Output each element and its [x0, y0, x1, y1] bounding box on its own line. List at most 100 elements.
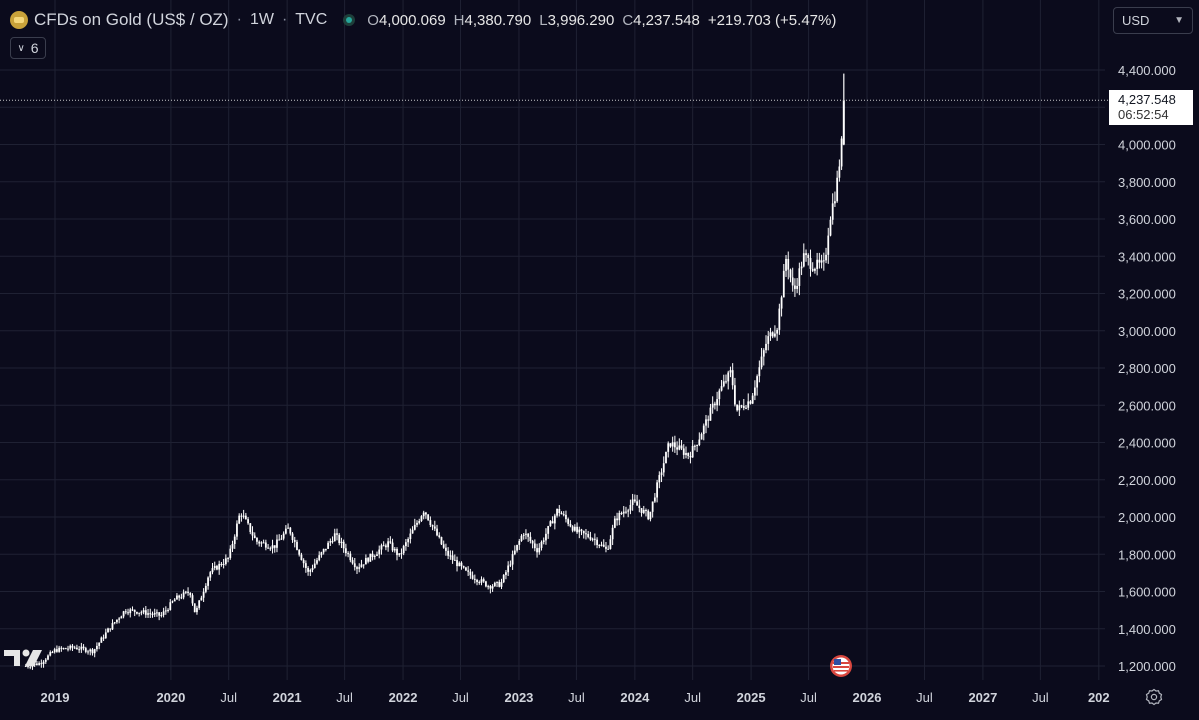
- candle-body: [122, 611, 125, 617]
- candle-body: [522, 534, 525, 536]
- candle-body: [433, 526, 436, 529]
- candle-body: [91, 649, 94, 654]
- candle-body: [653, 497, 656, 502]
- x-axis[interactable]: 2019 2020 Jul 2021 Jul 2022 Jul 2023 Jul 2024 Jul 2…: [41, 690, 1110, 705]
- candle-body: [220, 563, 223, 565]
- candle-body: [562, 514, 565, 516]
- candle-body: [196, 607, 198, 613]
- candle-body: [705, 419, 707, 426]
- candle-body: [56, 649, 58, 652]
- currency-selector[interactable]: USD ▼: [1113, 7, 1193, 34]
- candle-body: [673, 442, 676, 448]
- candle-body: [736, 404, 739, 411]
- x-tick-label: 2020: [156, 690, 185, 705]
- candle-body: [420, 516, 423, 522]
- candle-body: [76, 647, 78, 650]
- candle-body: [31, 665, 34, 667]
- candle-body: [636, 501, 638, 506]
- candle-body: [707, 419, 710, 421]
- candle-body: [173, 599, 176, 602]
- candle-body: [387, 541, 390, 548]
- candle-body: [60, 647, 63, 649]
- candle-body: [556, 508, 558, 516]
- symbol-header[interactable]: CFDs on Gold (US$ / OZ) · 1W · TVC O4,00…: [10, 8, 836, 32]
- candle-body: [216, 565, 218, 570]
- gear-icon[interactable]: [1145, 688, 1163, 706]
- candle-body: [191, 595, 194, 604]
- candle-body: [642, 509, 645, 513]
- candle-body: [740, 405, 743, 407]
- candle-body: [120, 616, 123, 619]
- x-tick-label: Jul: [452, 690, 469, 705]
- candle-body: [242, 515, 245, 517]
- candle-body: [682, 448, 685, 455]
- market-status-icon[interactable]: [343, 14, 356, 26]
- interval-label[interactable]: 1W: [249, 11, 274, 28]
- candle-body: [358, 567, 361, 569]
- candle-body: [747, 401, 750, 408]
- candle-body: [785, 258, 787, 271]
- candle-body: [718, 390, 721, 400]
- candle-body: [585, 533, 587, 535]
- candle-body: [622, 511, 625, 514]
- candle-body: [187, 591, 189, 593]
- y-tick-label: 2,600.000: [1118, 398, 1176, 413]
- candle-body: [565, 514, 567, 520]
- candle-body: [418, 521, 421, 523]
- candle-body: [280, 538, 283, 540]
- candle-body: [709, 407, 712, 421]
- candle-body: [256, 538, 258, 542]
- x-tick-label: 2025: [737, 690, 766, 705]
- candle-body: [625, 511, 627, 513]
- candle-body: [627, 510, 630, 512]
- candle-body: [156, 612, 158, 614]
- y-axis[interactable]: 4,400.0004,200.0004,000.0003,800.0003,60…: [1118, 63, 1176, 674]
- candle-body: [669, 443, 672, 447]
- candle-body: [373, 555, 376, 557]
- candle-body: [440, 537, 443, 545]
- x-tick-label: 2022: [389, 690, 418, 705]
- candle-body: [491, 586, 494, 589]
- candle-body: [713, 403, 716, 406]
- candle-body: [269, 548, 272, 550]
- candle-body: [113, 622, 116, 624]
- x-tick-label: Jul: [1032, 690, 1049, 705]
- candle-body: [333, 533, 336, 542]
- candles-layer: [24, 73, 845, 670]
- candle-body: [391, 542, 394, 551]
- candle-body: [649, 511, 652, 520]
- candle-body: [298, 549, 301, 555]
- candle-body: [818, 259, 821, 263]
- candle-body: [680, 445, 683, 449]
- candle-body: [725, 381, 727, 383]
- us-economic-event-icon[interactable]: [829, 654, 853, 678]
- candle-body: [840, 138, 843, 167]
- symbol-title[interactable]: CFDs on Gold (US$ / OZ): [34, 10, 229, 29]
- open-value: 4,000.069: [378, 11, 446, 29]
- tradingview-logo-icon[interactable]: [2, 646, 50, 668]
- candle-body: [620, 512, 623, 514]
- candle-body: [558, 508, 561, 513]
- candle-body: [436, 528, 438, 536]
- candle-body: [829, 219, 832, 236]
- x-tick-label: Jul: [336, 690, 353, 705]
- candle-body: [409, 533, 412, 539]
- candle-body: [98, 642, 101, 646]
- candle-body: [320, 552, 323, 556]
- candle-body: [676, 447, 678, 450]
- candle-body: [700, 434, 703, 440]
- candle-body: [720, 386, 723, 391]
- candle-body: [247, 519, 249, 524]
- candle-body: [291, 533, 294, 540]
- candle-body: [689, 456, 692, 458]
- candle-body: [529, 536, 532, 541]
- y-tick-label: 1,800.000: [1118, 547, 1176, 562]
- candle-body: [722, 381, 725, 387]
- candle-body: [809, 257, 812, 269]
- candle-body: [478, 581, 481, 583]
- candle-body: [84, 648, 87, 652]
- indicators-collapse-button[interactable]: ∨ 6: [10, 37, 46, 59]
- currency-value: USD: [1122, 13, 1150, 28]
